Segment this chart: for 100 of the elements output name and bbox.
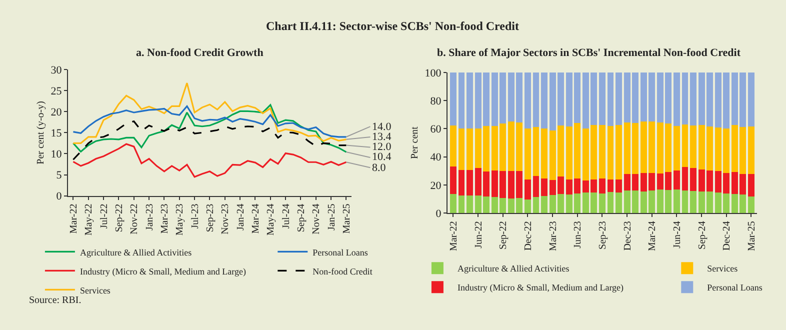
x-tick-label: Jul-23 xyxy=(190,204,201,229)
bar xyxy=(458,196,465,214)
legend-label: Personal Loans xyxy=(707,282,763,293)
bar xyxy=(599,72,606,125)
bar xyxy=(466,72,474,128)
bar xyxy=(532,72,540,127)
y-tick-label: 0 xyxy=(56,190,62,203)
y-tick-label: 80 xyxy=(430,95,442,108)
x-tick-label: May-23 xyxy=(174,204,186,236)
bar xyxy=(607,126,614,180)
bar xyxy=(616,124,622,180)
bar xyxy=(607,192,614,214)
bar xyxy=(541,196,548,214)
bar xyxy=(466,128,474,170)
bar xyxy=(690,125,697,168)
y-tick-label: 20 xyxy=(430,180,442,192)
x-tick-label: Sep-22 xyxy=(498,221,510,250)
legend-label: Agriculture & Allied Activities xyxy=(80,247,192,258)
bar xyxy=(690,168,697,191)
y-axis-title: Per cent (y-o-y) xyxy=(36,101,47,164)
x-tick-label: May-22 xyxy=(84,204,95,236)
annotation: 8.0 xyxy=(372,162,386,174)
bar xyxy=(616,192,622,214)
x-tick-label: Nov-24 xyxy=(311,204,322,234)
x-tick-label: Sep-23 xyxy=(204,204,216,232)
bar xyxy=(748,126,754,174)
bar xyxy=(674,126,680,171)
bar xyxy=(599,178,606,194)
x-tick-label: Jan-25 xyxy=(326,204,338,230)
y-tick-label: 5 xyxy=(56,170,62,182)
y-tick-label: 20 xyxy=(50,106,62,118)
annotation: 12.0 xyxy=(372,141,392,153)
bar xyxy=(682,72,688,125)
x-tick-label: Mar-23 xyxy=(159,204,170,234)
x-tick-label: Mar-25 xyxy=(341,204,352,234)
x-tick-label: Mar-22 xyxy=(68,204,80,234)
x-tick-label: May-24 xyxy=(266,204,277,236)
bar xyxy=(682,190,688,214)
bar xyxy=(532,126,540,176)
x-tick-label: Jun-24 xyxy=(672,221,683,248)
bar xyxy=(524,180,531,200)
bar xyxy=(450,166,456,194)
annotation: 10.4 xyxy=(372,151,392,163)
bar xyxy=(524,72,531,129)
x-tick-label: Dec-23 xyxy=(622,221,634,251)
bar xyxy=(458,128,465,170)
x-tick-label: Sep-24 xyxy=(696,221,708,250)
x-tick-label: Dec-22 xyxy=(522,221,534,251)
annotation: 14.0 xyxy=(372,121,392,133)
x-tick-label: Jun-23 xyxy=(572,221,584,248)
bar xyxy=(748,196,754,214)
y-tick-label: 60 xyxy=(430,124,442,136)
x-tick-label: Jun-22 xyxy=(473,221,484,248)
line-series xyxy=(72,82,348,144)
legend-label: Non-food Credit xyxy=(312,266,373,276)
x-tick-label: Jan-23 xyxy=(144,204,156,230)
x-tick-label: Sep-22 xyxy=(114,204,125,232)
bar xyxy=(466,170,474,196)
bar xyxy=(690,190,697,214)
x-tick-label: Sep-23 xyxy=(597,221,608,250)
bar xyxy=(524,199,531,214)
bar xyxy=(466,196,474,214)
x-tick-label: Nov-23 xyxy=(220,204,232,234)
x-tick-label: Dec-24 xyxy=(722,221,733,251)
x-tick-label: Jan-24 xyxy=(235,204,246,230)
annotation: 13.4 xyxy=(372,131,392,143)
bar xyxy=(682,124,688,168)
line-series xyxy=(72,120,348,160)
bar xyxy=(599,193,606,214)
bar xyxy=(450,126,456,166)
x-tick-label: Jul-22 xyxy=(98,204,110,229)
chart-subtitle: a. Non-food Credit Growth xyxy=(136,47,264,59)
bar xyxy=(532,196,540,214)
bar xyxy=(607,180,614,192)
legend-label: Agriculture & Allied Activities xyxy=(457,264,570,274)
y-tick-label: 100 xyxy=(424,67,442,80)
x-tick-label: Mar-24 xyxy=(647,221,658,251)
bar xyxy=(674,170,680,190)
line-series xyxy=(72,143,348,178)
source-note: Source: RBI. xyxy=(29,295,82,306)
y-axis-title: Per cent xyxy=(410,126,421,160)
bar xyxy=(674,72,680,126)
bar xyxy=(532,176,540,197)
bar xyxy=(450,194,456,214)
y-tick-label: 10 xyxy=(50,148,62,161)
bar xyxy=(674,190,680,214)
legend-label: Industry (Micro & Small, Medium and Large) xyxy=(457,282,624,293)
bar xyxy=(748,174,754,196)
y-tick-label: 0 xyxy=(436,208,442,220)
bar xyxy=(450,72,456,126)
x-tick-label: Mar-24 xyxy=(250,204,262,234)
line-series xyxy=(72,105,348,138)
bar xyxy=(748,72,754,127)
legend-label: Personal Loans xyxy=(312,247,368,258)
y-tick-label: 40 xyxy=(430,152,442,164)
x-tick-label: Mar-25 xyxy=(746,221,758,251)
x-tick-label: Sep-24 xyxy=(296,204,307,232)
x-tick-label: Jul-24 xyxy=(280,204,292,229)
bar xyxy=(599,124,606,179)
chart-title: b. Share of Major Sectors in SCBs' Incremental Non-food Credit xyxy=(437,47,741,59)
